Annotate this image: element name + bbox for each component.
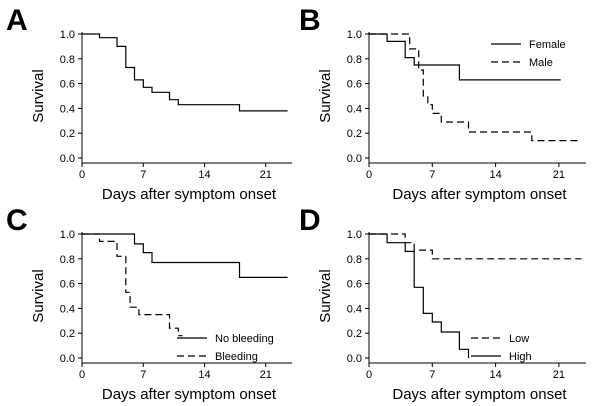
legend-label: No bleeding xyxy=(215,333,274,345)
y-tick-label: 0.8 xyxy=(347,54,362,66)
x-tick-label: 14 xyxy=(198,369,210,381)
x-tick-label: 0 xyxy=(366,169,372,181)
legend-label: Male xyxy=(529,57,553,69)
y-axis-label: Survival xyxy=(317,69,334,122)
legend-label: High xyxy=(509,351,532,363)
y-tick-label: 0.6 xyxy=(347,279,362,291)
legend-label: Female xyxy=(529,39,566,51)
panel-a: A 0.0 0.2 0.4 0.6 0.8 1.0 0 7 14 21 Days after symp… xyxy=(6,4,292,203)
y-tick-label: 1.0 xyxy=(60,29,75,41)
x-tick-label: 7 xyxy=(140,169,146,181)
series-line-bleeding xyxy=(82,233,183,337)
x-tick-label: 14 xyxy=(489,369,501,381)
x-tick-label: 21 xyxy=(553,369,565,381)
y-tick-label: 0.6 xyxy=(347,79,362,91)
y-tick-label: 0.6 xyxy=(60,279,75,291)
y-tick-label: 0.0 xyxy=(60,353,75,365)
x-tick-label: 21 xyxy=(260,169,272,181)
x-tick-label: 0 xyxy=(366,369,372,381)
x-axis-label: Days after symptom onset xyxy=(392,386,567,403)
panel-c: C 0.0 0.2 0.4 0.6 0.8 1.0 0 7 14 21 Days after symp… xyxy=(6,204,292,403)
y-tick-label: 0.2 xyxy=(347,128,362,140)
y-tick-label: 0.0 xyxy=(347,153,362,165)
x-tick-label: 0 xyxy=(79,169,85,181)
y-tick-label: 0.8 xyxy=(60,254,75,266)
y-axis-label: Survival xyxy=(317,269,334,322)
series-line-overall xyxy=(82,33,288,112)
y-axis-label: Survival xyxy=(30,269,47,322)
panel-letter-b: B xyxy=(299,4,321,37)
x-axis-label: Days after symptom onset xyxy=(102,186,277,203)
x-axis-label: Days after symptom onset xyxy=(392,186,567,203)
panel-letter-d: D xyxy=(299,204,321,237)
y-tick-label: 1.0 xyxy=(347,229,362,241)
x-tick-label: 14 xyxy=(489,169,501,181)
legend: Female Male xyxy=(491,39,566,69)
legend: No bleeding Bleeding xyxy=(177,333,274,363)
y-tick-label: 0.0 xyxy=(347,353,362,365)
legend: Low High xyxy=(471,333,532,363)
panel-d: D 0.0 0.2 0.4 0.6 0.8 1.0 0 7 14 21 Days after symp… xyxy=(299,204,586,403)
series-line-high xyxy=(369,233,470,358)
x-tick-label: 0 xyxy=(79,369,85,381)
y-tick-label: 0.4 xyxy=(347,103,362,115)
y-tick-label: 0.8 xyxy=(60,54,75,66)
series-line-no-bleeding xyxy=(82,233,288,278)
y-tick-label: 0.2 xyxy=(60,328,75,340)
series-line-female xyxy=(369,33,561,81)
y-tick-label: 0.2 xyxy=(60,128,75,140)
y-tick-label: 1.0 xyxy=(60,229,75,241)
legend-label: Bleeding xyxy=(215,351,258,363)
x-tick-label: 21 xyxy=(260,369,272,381)
y-tick-label: 0.0 xyxy=(60,153,75,165)
x-tick-label: 21 xyxy=(553,169,565,181)
y-tick-label: 0.8 xyxy=(347,254,362,266)
panel-letter-c: C xyxy=(6,204,28,237)
x-axis-label: Days after symptom onset xyxy=(102,386,277,403)
legend-label: Low xyxy=(509,333,529,345)
y-axis-label: Survival xyxy=(30,69,47,122)
y-tick-label: 0.2 xyxy=(347,328,362,340)
y-tick-label: 0.4 xyxy=(60,303,75,315)
x-tick-label: 7 xyxy=(429,369,435,381)
series-line-low xyxy=(369,233,582,260)
y-tick-label: 0.4 xyxy=(347,303,362,315)
y-tick-label: 0.6 xyxy=(60,79,75,91)
y-tick-label: 0.4 xyxy=(60,103,75,115)
x-tick-label: 14 xyxy=(198,169,210,181)
x-tick-label: 7 xyxy=(140,369,146,381)
y-tick-label: 1.0 xyxy=(347,29,362,41)
panel-b: B 0.0 0.2 0.4 0.6 0.8 1.0 0 7 14 21 Days after symp… xyxy=(299,4,586,203)
x-tick-label: 7 xyxy=(429,169,435,181)
panel-letter-a: A xyxy=(6,4,28,37)
